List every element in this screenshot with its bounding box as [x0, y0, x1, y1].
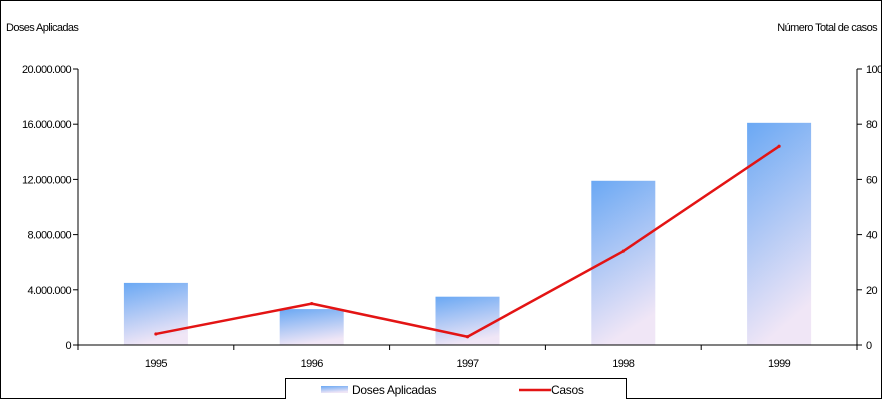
left-tick-label: 20.000.000	[22, 64, 72, 76]
casos-point-1995	[154, 332, 158, 336]
x-tick-label: 1998	[612, 358, 635, 370]
right-tick-label: 0	[866, 340, 872, 352]
right-tick-label: 60	[866, 174, 878, 186]
bar-1996	[279, 309, 344, 345]
left-axis-title: Doses Aplicadas	[6, 22, 79, 34]
bar-1995	[123, 282, 188, 345]
casos-point-1997	[465, 335, 470, 339]
right-tick-label: 20	[866, 285, 878, 297]
casos-point-1996	[310, 302, 314, 306]
left-tick-label: 16.000.000	[22, 119, 72, 131]
legend-label-doses: Doses Aplicadas	[352, 383, 437, 397]
right-tick-label: 100	[866, 64, 882, 76]
legend-bar-swatch	[321, 386, 348, 393]
left-tick-label: 12.000.000	[22, 174, 72, 186]
right-axis-title: Número Total de casos	[777, 22, 878, 34]
bar-1999	[747, 122, 812, 345]
axes: 0 4.000.000 8.000.000 12.000.000 16.000.000 2…	[22, 64, 882, 370]
x-tick-label: 1997	[456, 358, 479, 370]
left-tick-label: 0	[65, 340, 71, 352]
line-series	[154, 144, 781, 339]
right-tick-label: 80	[866, 119, 878, 131]
left-tick-label: 8.000.000	[27, 230, 71, 242]
right-tick-label: 40	[866, 230, 878, 242]
legend-box	[285, 378, 627, 399]
left-tick-label: 4.000.000	[27, 285, 71, 297]
legend: Doses Aplicadas Casos	[285, 378, 627, 399]
casos-point-1998	[621, 249, 625, 253]
x-tick-label: 1995	[145, 358, 168, 370]
legend-label-casos: Casos	[551, 383, 584, 397]
x-tick-label: 1999	[768, 358, 791, 370]
x-tick-label: 1996	[301, 358, 324, 370]
casos-point-1999	[777, 144, 781, 148]
